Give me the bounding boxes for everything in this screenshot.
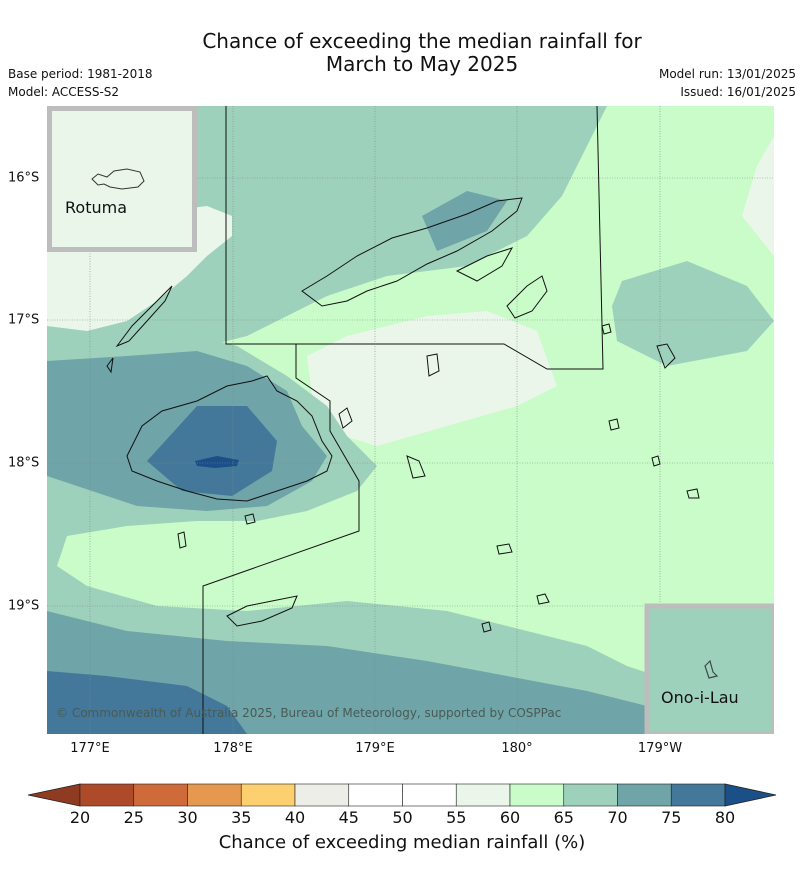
colorbar-segment (455, 783, 511, 807)
zone-75-80-center (147, 406, 277, 496)
colorbar-tick-label: 25 (123, 808, 144, 827)
lat-label-17s: 17°S (8, 312, 40, 328)
rotuma-island-icon (91, 168, 145, 190)
zone-80plus-core (195, 456, 239, 468)
lon-label-179w: 179°W (637, 741, 683, 756)
base-period-text: Base period: 1981-2018 (8, 67, 153, 81)
region-boundaries (202, 106, 604, 734)
lat-label-19s: 19°S (8, 598, 40, 614)
meta-right: Model run: 13/01/2025 Issued: 16/01/2025 (659, 65, 796, 101)
lon-label-177e: 177°E (70, 741, 110, 756)
lat-label-18s: 18°S (8, 455, 40, 471)
title-line-1: Chance of exceeding the median rainfall … (202, 29, 642, 53)
colorbar-segment (670, 783, 726, 807)
lat-label-16s: 16°S (8, 170, 40, 186)
copyright-text: © Commonwealth of Australia 2025, Bureau… (56, 706, 562, 720)
island-outlines (106, 197, 700, 633)
colorbar-label: Chance of exceeding median rainfall (%) (218, 832, 586, 853)
colorbar-tick-label: 45 (338, 808, 359, 827)
issued-text: Issued: 16/01/2025 (680, 85, 796, 99)
colorbar-segment (79, 783, 135, 807)
title-line-2: March to May 2025 (325, 52, 519, 76)
colorbar-tick-label: 55 (446, 808, 467, 827)
colorbar-segment (133, 783, 188, 807)
colorbar-segment (294, 783, 350, 807)
inset-onoilau-label: Ono-i-Lau (661, 688, 739, 707)
colorbar-segment (563, 783, 618, 807)
lon-label-178e: 178°E (213, 741, 253, 756)
colorbar-tick-label: 70 (607, 808, 628, 827)
lon-label-180: 180° (501, 741, 533, 756)
colorbar-tick-label: 20 (69, 808, 91, 827)
colorbar-tick-label: 60 (499, 808, 521, 827)
rainfall-map (47, 106, 774, 734)
model-run-text: Model run: 13/01/2025 (658, 67, 796, 81)
colorbar-over-arrow (724, 783, 777, 807)
colorbar-tick-label: 50 (392, 808, 413, 827)
colorbar-segment (402, 783, 457, 807)
map-panel: Rotuma Ono-i-Lau © Commonwealth of Austr… (47, 106, 774, 734)
colorbar-segment (617, 783, 672, 807)
zone-55-60-northeast (742, 136, 774, 256)
colorbar-tick-label: 35 (231, 808, 252, 827)
colorbar-tick-label: 30 (177, 808, 198, 827)
colorbar-tick-label: 80 (714, 808, 736, 827)
inset-rotuma (47, 106, 197, 252)
lon-label-179e: 179°E (355, 741, 395, 756)
meta-left: Base period: 1981-2018 Model: ACCESS-S2 (8, 65, 153, 101)
colorbar-segment (240, 783, 296, 807)
zone-75-80-southwest (47, 671, 247, 734)
inset-rotuma-label: Rotuma (65, 198, 127, 217)
colorbar-tick-label: 75 (661, 808, 682, 827)
colorbar-segment (187, 783, 242, 807)
zone-65-70-east (612, 261, 774, 366)
colorbar-under-arrow (27, 783, 81, 807)
colorbar-tick-label: 40 (284, 808, 306, 827)
colorbar-tick-label: 65 (553, 808, 574, 827)
inset-onoilau-box (644, 603, 774, 734)
colorbar-segment (348, 783, 403, 807)
colorbar-segment (509, 783, 565, 807)
zone-55-60-central (307, 311, 557, 446)
model-text: Model: ACCESS-S2 (8, 85, 120, 99)
